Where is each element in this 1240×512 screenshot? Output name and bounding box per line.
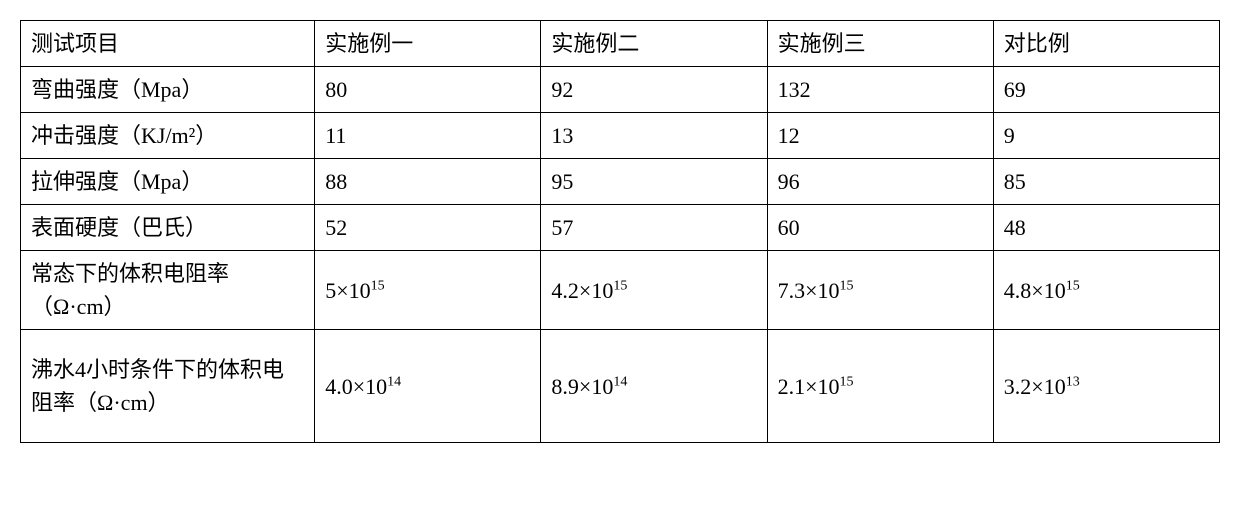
header-cell: 测试项目 <box>21 21 315 67</box>
header-cell: 实施例三 <box>767 21 993 67</box>
data-cell: 2.1×1015 <box>767 330 993 443</box>
header-cell: 实施例二 <box>541 21 767 67</box>
data-cell: 9 <box>993 113 1219 159</box>
table-row: 拉伸强度（Mpa） 88 95 96 85 <box>21 159 1220 205</box>
data-cell: 80 <box>315 67 541 113</box>
data-cell: 48 <box>993 205 1219 251</box>
data-cell: 7.3×1015 <box>767 251 993 330</box>
data-cell: 88 <box>315 159 541 205</box>
header-cell: 实施例一 <box>315 21 541 67</box>
data-cell: 85 <box>993 159 1219 205</box>
header-cell: 对比例 <box>993 21 1219 67</box>
table-header-row: 测试项目 实施例一 实施例二 实施例三 对比例 <box>21 21 1220 67</box>
data-cell: 8.9×1014 <box>541 330 767 443</box>
data-cell: 96 <box>767 159 993 205</box>
data-cell: 4.2×1015 <box>541 251 767 330</box>
data-cell: 5×1015 <box>315 251 541 330</box>
row-label: 弯曲强度（Mpa） <box>21 67 315 113</box>
data-cell: 57 <box>541 205 767 251</box>
table-row: 冲击强度（KJ/m²） 11 13 12 9 <box>21 113 1220 159</box>
table-row: 常态下的体积电阻率（Ω·cm） 5×1015 4.2×1015 7.3×1015… <box>21 251 1220 330</box>
data-cell: 60 <box>767 205 993 251</box>
table-row: 沸水4小时条件下的体积电阻率（Ω·cm） 4.0×1014 8.9×1014 2… <box>21 330 1220 443</box>
data-cell: 92 <box>541 67 767 113</box>
row-label: 冲击强度（KJ/m²） <box>21 113 315 159</box>
table-row: 弯曲强度（Mpa） 80 92 132 69 <box>21 67 1220 113</box>
data-cell: 4.0×1014 <box>315 330 541 443</box>
data-cell: 3.2×1013 <box>993 330 1219 443</box>
data-cell: 132 <box>767 67 993 113</box>
data-cell: 52 <box>315 205 541 251</box>
data-cell: 69 <box>993 67 1219 113</box>
row-label: 沸水4小时条件下的体积电阻率（Ω·cm） <box>21 330 315 443</box>
row-label: 表面硬度（巴氏） <box>21 205 315 251</box>
data-cell: 4.8×1015 <box>993 251 1219 330</box>
data-table: 测试项目 实施例一 实施例二 实施例三 对比例 弯曲强度（Mpa） 80 92 … <box>20 20 1220 443</box>
data-cell: 13 <box>541 113 767 159</box>
data-cell: 11 <box>315 113 541 159</box>
row-label: 常态下的体积电阻率（Ω·cm） <box>21 251 315 330</box>
table-row: 表面硬度（巴氏） 52 57 60 48 <box>21 205 1220 251</box>
data-cell: 12 <box>767 113 993 159</box>
row-label: 拉伸强度（Mpa） <box>21 159 315 205</box>
data-cell: 95 <box>541 159 767 205</box>
